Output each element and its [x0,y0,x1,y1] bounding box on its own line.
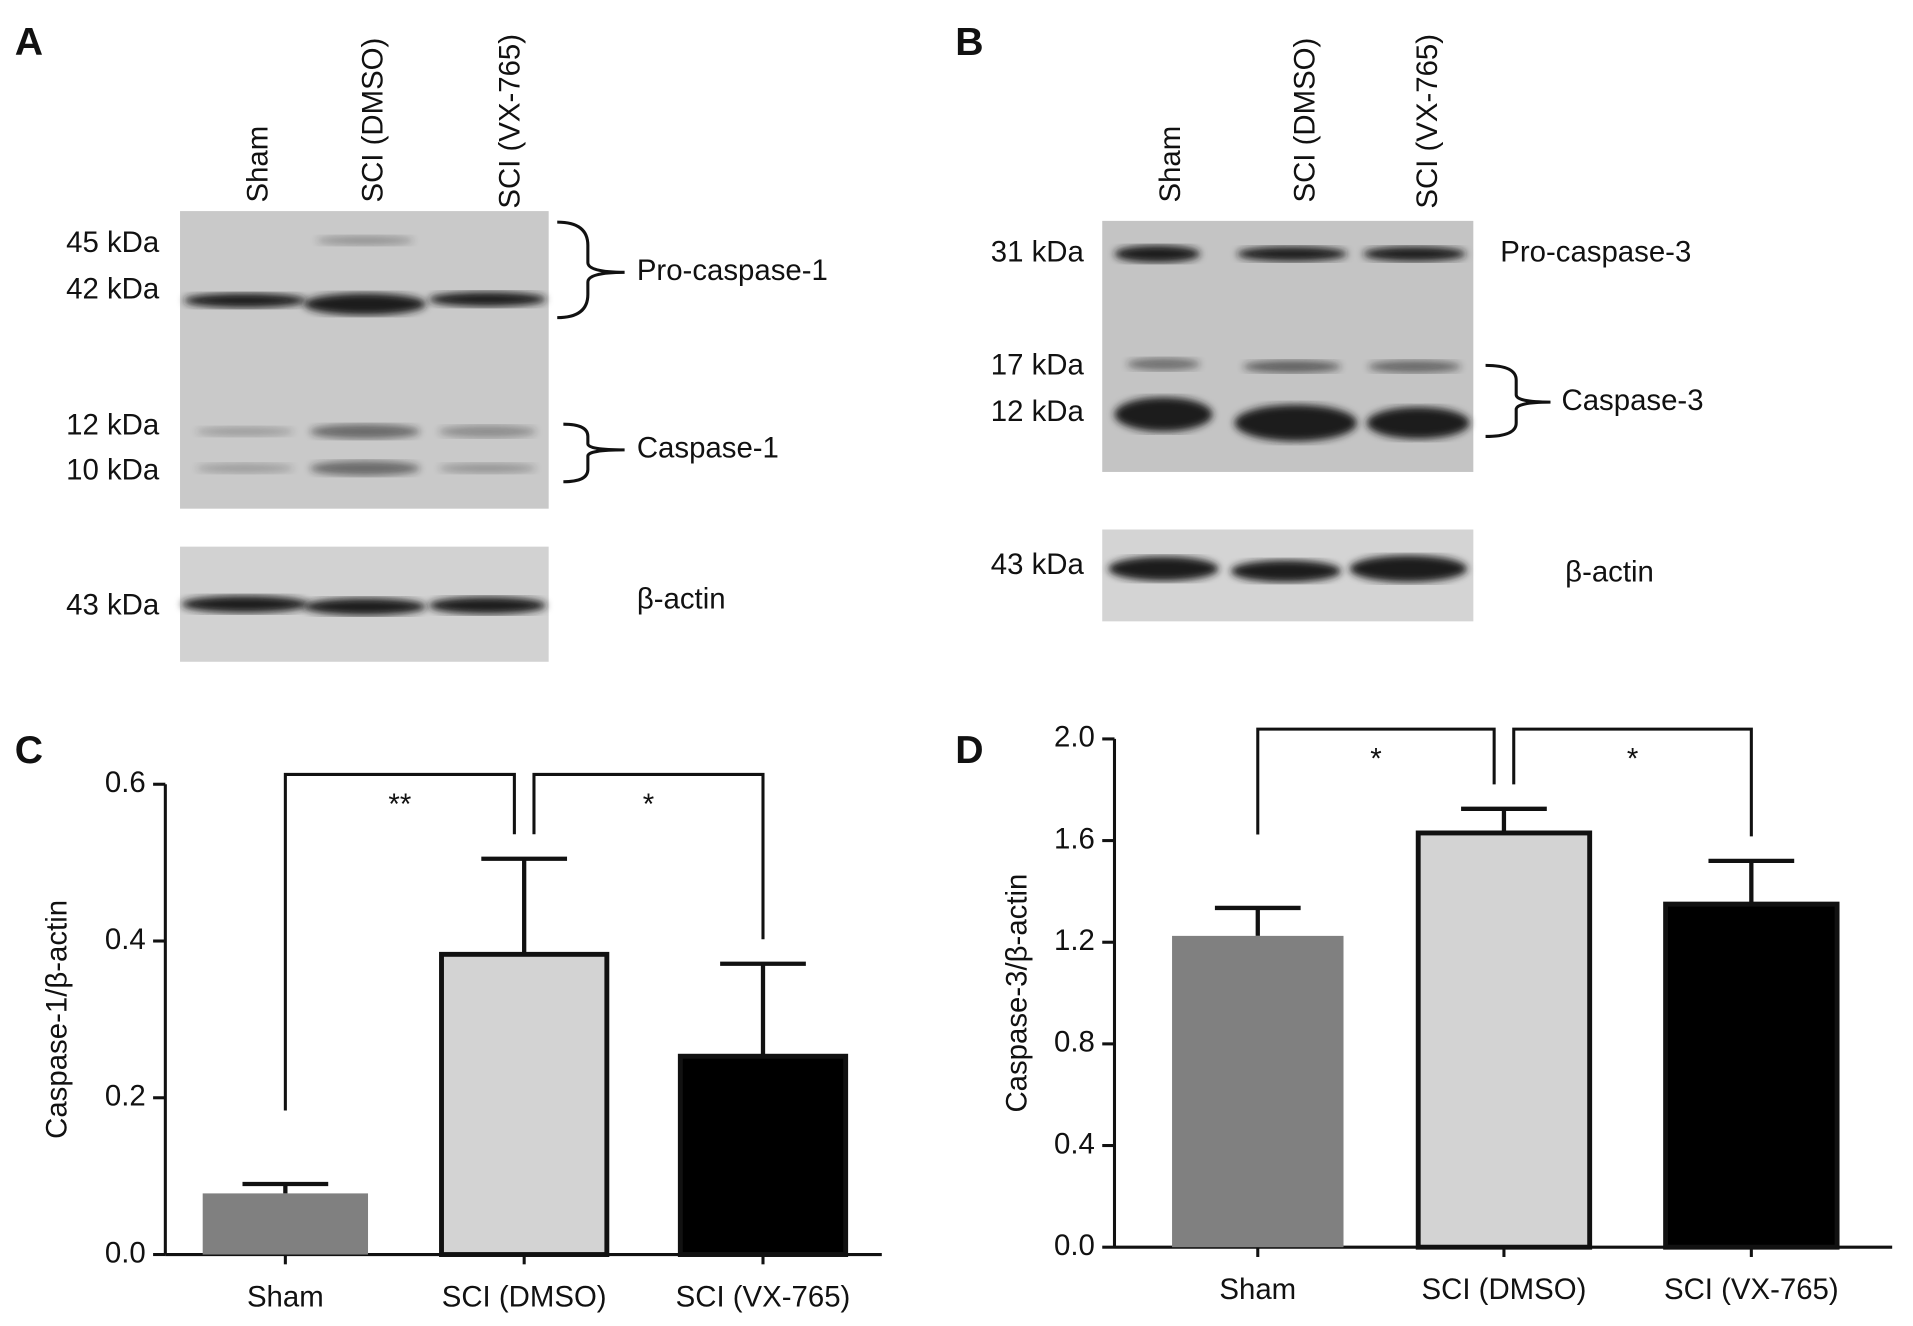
bar [1663,901,1840,1250]
loading-label: β-actin [1565,555,1654,588]
bar [439,951,610,1257]
y-axis-label: Caspase-3/β-actin [1001,874,1034,1113]
marker: 10 kDa [66,454,160,487]
y-tick-label: 0.8 [1054,1026,1095,1059]
blot-a: A Sham SCI (DMSO) SCI (VX-765) 45 kDa 42… [15,21,828,662]
blot-b: B Sham SCI (DMSO) SCI (VX-765) 31 kDa 17… [955,21,1704,622]
significance-bracket [1256,727,1496,835]
y-tick-label: 0.6 [105,766,146,799]
lane-label: SCI (VX-765) [1411,34,1444,209]
y-tick-label: 1.6 [1054,822,1095,855]
x-tick-label: Sham [247,1280,324,1313]
panel-label: D [955,729,983,772]
significance-bracket [532,772,765,940]
y-tick-label: 2.0 [1054,721,1095,754]
x-tick-label: SCI (DMSO) [442,1280,607,1313]
x-tick-label: Sham [1219,1273,1296,1306]
panel-label: C [15,729,43,772]
target-label: Caspase-1 [637,432,779,465]
significance-label: * [1627,743,1638,776]
x-tick-label: SCI (VX-765) [676,1280,851,1313]
lane-label: Sham [241,126,274,203]
y-tick-label: 0.0 [1054,1229,1095,1262]
marker: 12 kDa [991,395,1085,428]
y-tick-label: 0.0 [105,1236,146,1269]
x-tick-label: SCI (DMSO) [1422,1273,1587,1306]
y-tick-label: 1.2 [1054,924,1095,957]
significance-bracket [1512,727,1753,837]
marker: 45 kDa [66,226,160,259]
bar [202,1193,369,1255]
marker: 43 kDa [66,588,160,621]
significance-label: * [1370,743,1381,776]
significance-bracket [283,772,516,1111]
marker: 42 kDa [66,272,160,305]
target-label: Pro-caspase-3 [1500,236,1691,269]
y-tick-label: 0.2 [105,1080,146,1113]
y-tick-label: 0.4 [1054,1127,1095,1160]
lane-label: SCI (VX-765) [494,34,527,209]
marker: 43 kDa [991,548,1085,581]
panel-label: A [15,21,43,64]
y-tick-label: 0.4 [105,923,146,956]
panel-label: B [955,21,983,64]
x-tick-label: SCI (VX-765) [1664,1273,1839,1306]
target-label: Caspase-3 [1562,384,1704,417]
lane-label: SCI (DMSO) [1289,38,1322,203]
bar [1172,935,1344,1248]
significance-label: ** [388,788,411,821]
significance-label: * [643,788,654,821]
bar [1415,830,1593,1250]
lane-label: SCI (DMSO) [357,38,390,203]
y-axis-label: Caspase-1/β-actin [41,900,74,1139]
bar [677,1053,849,1257]
lane-label: Sham [1154,126,1187,203]
loading-label: β-actin [637,582,726,615]
target-label: Pro-caspase-1 [637,254,828,287]
marker: 31 kDa [991,236,1085,269]
marker: 12 kDa [66,408,160,441]
marker: 17 kDa [991,348,1085,381]
